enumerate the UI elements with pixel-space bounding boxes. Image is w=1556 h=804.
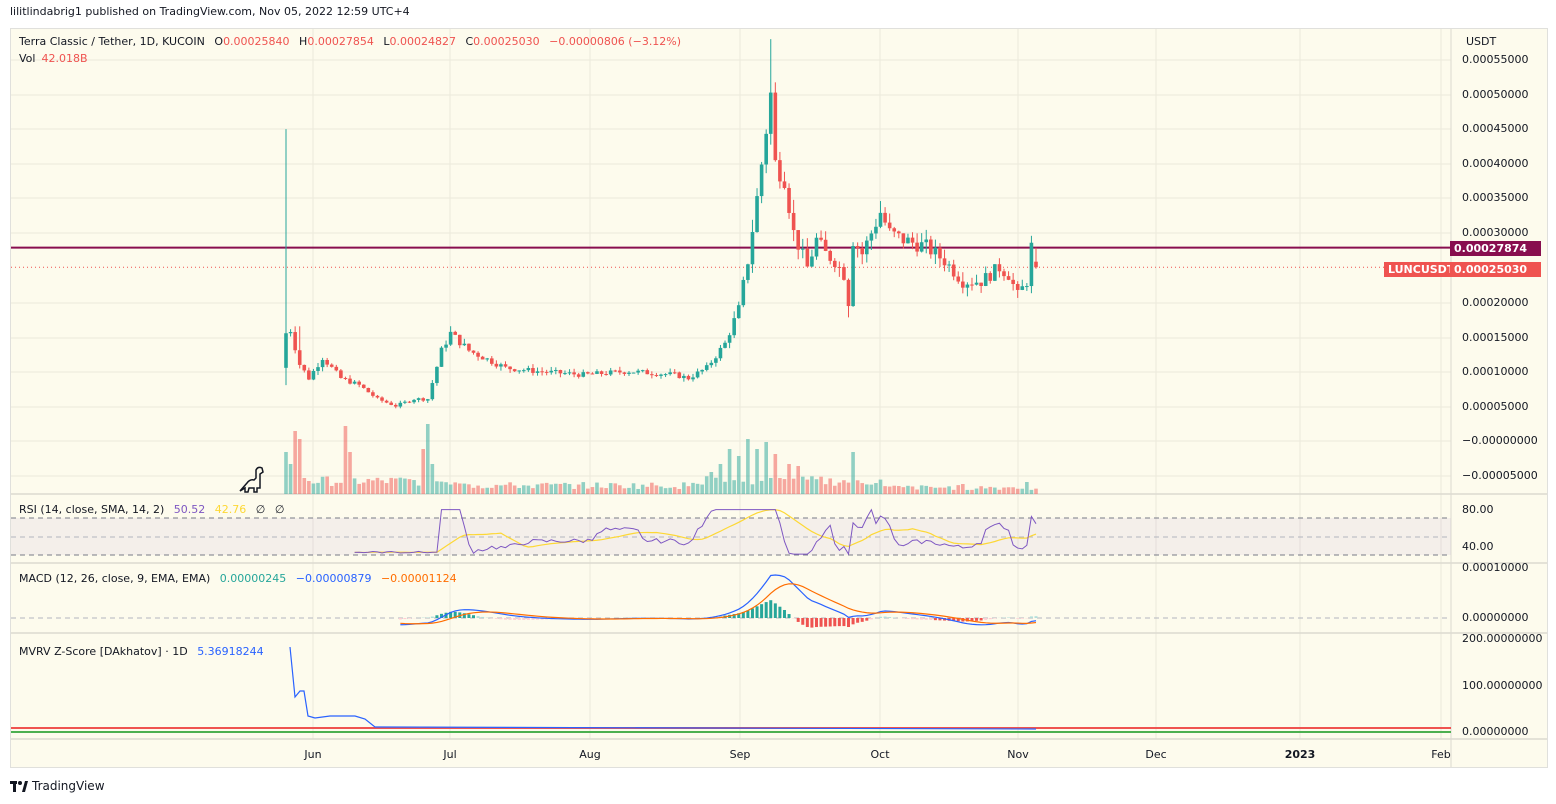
price-tick: 0.00035000 xyxy=(1462,191,1529,204)
time-tick: 2023 xyxy=(1284,748,1316,761)
dino-icon xyxy=(239,466,264,493)
price-tick: −0.00000000 xyxy=(1462,434,1538,447)
ohlc-open: O0.00025840 xyxy=(214,35,290,48)
macd-legend: MACD (12, 26, close, 9, EMA, EMA) 0.0000… xyxy=(19,572,457,585)
ohlc-high: H0.00027854 xyxy=(299,35,374,48)
rsi-value: 50.52 xyxy=(173,503,206,516)
price-tick: 0.00040000 xyxy=(1462,157,1529,170)
ohlc-low: L0.00024827 xyxy=(383,35,456,48)
rsi-tick-40: 40.00 xyxy=(1462,540,1494,553)
mvrv-tick-0: 0.00000000 xyxy=(1462,725,1529,738)
mvrv-tick-100: 100.00000000 xyxy=(1462,679,1543,692)
footer-brand-text: TradingView xyxy=(32,779,105,793)
macd-tick-top: 0.00010000 xyxy=(1462,561,1529,574)
rsi-tick-80: 80.00 xyxy=(1462,503,1494,516)
time-tick: Aug xyxy=(579,748,601,761)
time-tick: Nov xyxy=(1007,748,1029,761)
macd-hist-value: 0.00000245 xyxy=(219,572,287,585)
volume-value: 42.018B xyxy=(41,52,88,65)
price-tick: 0.00050000 xyxy=(1462,88,1529,101)
rsi-legend: RSI (14, close, SMA, 14, 2) 50.52 42.76 … xyxy=(19,503,285,516)
chart-frame xyxy=(10,28,1548,768)
price-tick: 0.00055000 xyxy=(1462,53,1529,66)
footer-brand[interactable]: TradingView xyxy=(10,779,105,793)
time-tick: Dec xyxy=(1145,748,1167,761)
macd-signal-value: −0.00001124 xyxy=(380,572,457,585)
price-tick: 0.00030000 xyxy=(1462,226,1529,239)
currency-label: USDT xyxy=(1466,35,1497,48)
time-tick: Sep xyxy=(729,748,751,761)
macd-tick-zero: 0.00000000 xyxy=(1462,611,1529,624)
symbol-title: Terra Classic / Tether, 1D, KUCOIN xyxy=(19,35,205,48)
price-tick: 0.00010000 xyxy=(1462,365,1529,378)
time-tick: Oct xyxy=(870,748,890,761)
price-tick: −0.00005000 xyxy=(1462,469,1538,482)
volume-legend: Vol 42.018B xyxy=(19,52,88,65)
mvrv-value: 5.36918244 xyxy=(197,645,264,658)
price-tick: 0.00005000 xyxy=(1462,400,1529,413)
ohlc-close: C0.00025030 xyxy=(465,35,540,48)
price-tick: 0.00015000 xyxy=(1462,331,1529,344)
price-tick: 0.00020000 xyxy=(1462,296,1529,309)
time-tick: Jul xyxy=(443,748,457,761)
tradingview-logo-icon xyxy=(10,780,28,792)
last-price-tag: 0.00025030 xyxy=(1450,262,1541,277)
published-line: lilitlindabrig1 published on TradingView… xyxy=(10,5,410,18)
time-tick: Jun xyxy=(304,748,322,761)
ohlc-change: −0.00000806 (−3.12%) xyxy=(549,35,682,48)
hline-price-tag: 0.00027874 xyxy=(1450,241,1541,256)
time-tick: Feb xyxy=(1431,748,1451,761)
symbol-tag: LUNCUSDT xyxy=(1384,262,1459,277)
mvrv-tick-200: 200.00000000 xyxy=(1462,632,1543,645)
mvrv-legend: MVRV Z-Score [DAkhatov] · 1D 5.36918244 xyxy=(19,645,264,658)
macd-value: −0.00000879 xyxy=(295,572,372,585)
rsi-sma-value: 42.76 xyxy=(214,503,247,516)
main-legend: Terra Classic / Tether, 1D, KUCOIN O0.00… xyxy=(19,35,687,48)
price-tick: 0.00045000 xyxy=(1462,122,1529,135)
